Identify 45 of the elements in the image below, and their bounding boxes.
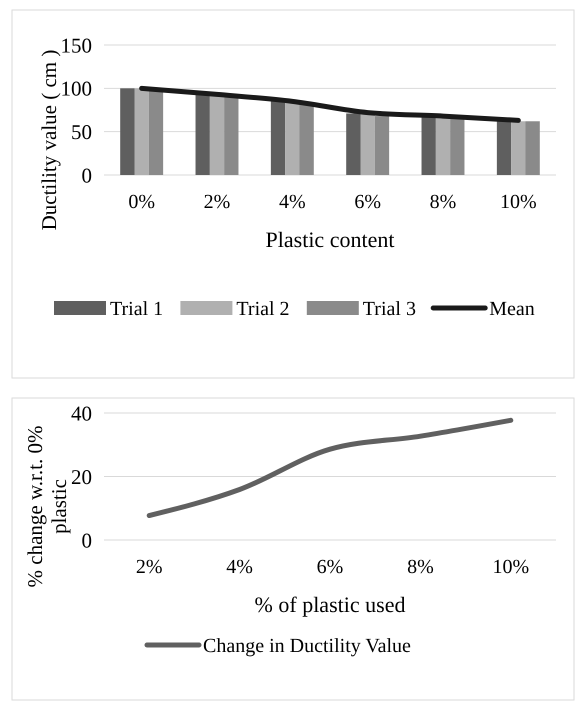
- bar: [436, 118, 450, 175]
- legend-label: Trial 2: [236, 298, 290, 320]
- bar: [496, 120, 512, 175]
- x-tick-label: 10%: [492, 556, 530, 578]
- x-tick-label: 0%: [128, 191, 156, 213]
- legend-label: Trial 1: [110, 298, 164, 320]
- y-tick-label: 50: [71, 120, 92, 144]
- bar: [270, 100, 286, 175]
- y-axis-title: Ductility value ( cm ): [37, 50, 61, 230]
- y-tick-label: 100: [60, 76, 92, 101]
- y-tick-label: 0: [82, 163, 92, 188]
- bar: [148, 90, 164, 175]
- y-tick-label: 20: [71, 464, 92, 489]
- bar: [525, 121, 540, 175]
- bar: [511, 121, 526, 175]
- x-tick-label: 4%: [278, 191, 306, 213]
- x-tick-label: 2%: [204, 191, 230, 213]
- legend-label: Trial 3: [362, 298, 416, 320]
- bar: [224, 97, 238, 175]
- y-tick-label: 40: [71, 401, 92, 426]
- x-tick-label: 8%: [430, 191, 456, 213]
- x-tick-label: 10%: [500, 191, 537, 213]
- bar: [422, 116, 436, 175]
- x-tick-label: 2%: [136, 556, 163, 578]
- bar: [285, 101, 300, 175]
- x-axis-title: Plastic content: [266, 227, 394, 252]
- y-tick-label: 150: [60, 33, 92, 58]
- legend-label: Change in Ductility Value: [203, 635, 412, 657]
- x-tick-label: 4%: [226, 556, 253, 578]
- bar: [346, 113, 361, 175]
- x-tick-label: 8%: [407, 556, 434, 578]
- bar: [210, 95, 224, 175]
- bar: [196, 94, 210, 175]
- x-axis-title: % of plastic used: [254, 592, 406, 617]
- bar: [360, 114, 375, 175]
- bar: [374, 116, 390, 175]
- y-tick-label: 0: [82, 528, 92, 552]
- y-axis-title: % change w.r.t. 0% plastic: [23, 426, 71, 588]
- x-tick-label: 6%: [316, 556, 344, 578]
- bar: [134, 88, 149, 175]
- bar: [299, 104, 314, 175]
- legend-label: Mean: [489, 298, 535, 320]
- x-tick-label: 6%: [354, 191, 382, 213]
- bar: [120, 88, 135, 175]
- bar: [450, 118, 464, 175]
